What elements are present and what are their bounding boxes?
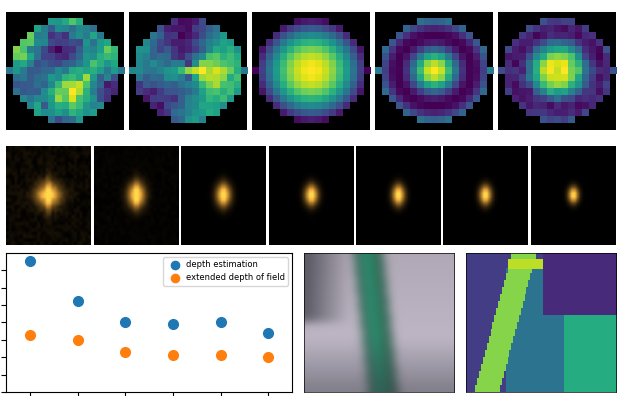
extended depth of field (216, 352, 226, 359)
depth estimation (168, 321, 178, 327)
extended depth of field (263, 354, 273, 360)
depth estimation (263, 329, 273, 336)
extended depth of field (25, 331, 35, 338)
depth estimation (121, 319, 131, 326)
depth estimation (73, 298, 83, 305)
extended depth of field (121, 349, 131, 355)
depth estimation (216, 319, 226, 326)
extended depth of field (168, 352, 178, 359)
depth estimation (25, 258, 35, 265)
Legend: depth estimation, extended depth of field: depth estimation, extended depth of fiel… (163, 257, 288, 286)
extended depth of field (73, 337, 83, 343)
